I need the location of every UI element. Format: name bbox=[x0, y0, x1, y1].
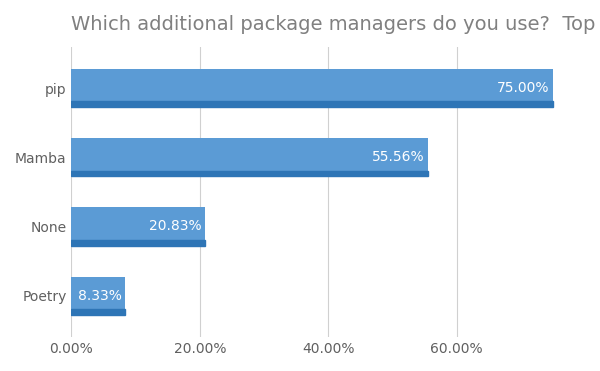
Text: 75.00%: 75.00% bbox=[497, 81, 550, 95]
Bar bbox=[71, 240, 205, 246]
Bar bbox=[71, 69, 553, 107]
Text: 55.56%: 55.56% bbox=[372, 150, 425, 164]
Bar bbox=[71, 309, 125, 315]
Text: 20.83%: 20.83% bbox=[149, 220, 202, 233]
Bar bbox=[71, 102, 553, 107]
Bar bbox=[71, 277, 125, 315]
Text: 8.33%: 8.33% bbox=[78, 289, 122, 303]
Bar bbox=[71, 171, 428, 176]
Text: Which additional package managers do you use?  Top: Which additional package managers do you… bbox=[71, 15, 596, 34]
Bar bbox=[71, 138, 428, 176]
Bar bbox=[71, 207, 205, 246]
